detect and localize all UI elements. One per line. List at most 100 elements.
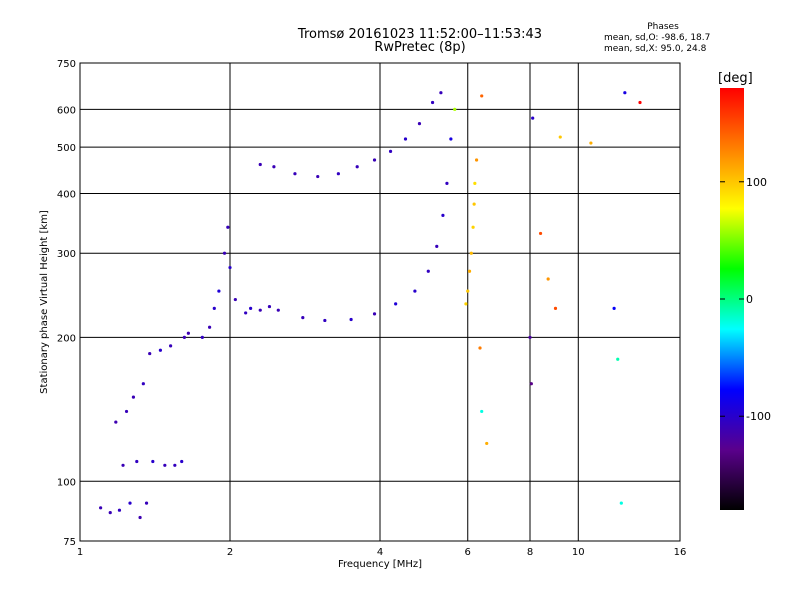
x-tick-label: 4 <box>377 547 383 558</box>
data-point <box>372 312 377 316</box>
data-point <box>394 302 398 306</box>
colorbar-tick-label: 0 <box>746 293 753 306</box>
data-point <box>471 225 475 229</box>
data-point <box>480 94 484 98</box>
data-point <box>158 348 163 352</box>
data-point <box>276 308 280 312</box>
axis-ticks: 1 2 4 6 8 10 16 75 100 200 300 400 500 600 750 <box>57 59 686 558</box>
data-point <box>228 265 232 270</box>
data-point <box>413 289 417 293</box>
data-point <box>529 382 533 386</box>
data-point <box>464 302 468 306</box>
data-point <box>272 165 276 169</box>
data-point <box>349 317 353 322</box>
data-point <box>469 251 473 255</box>
data-point <box>388 149 393 153</box>
x-tick-label: 10 <box>572 547 585 558</box>
data-point <box>173 463 177 467</box>
data-point <box>528 335 532 339</box>
data-point <box>186 331 190 335</box>
y-tick-label: 100 <box>57 477 76 488</box>
data-point <box>546 277 550 281</box>
y-tick-label: 300 <box>57 249 76 260</box>
y-tick-label: 500 <box>57 143 76 154</box>
data-point <box>485 441 489 446</box>
data-point <box>472 202 476 206</box>
data-point <box>430 100 435 105</box>
data-point <box>538 231 543 236</box>
data-point <box>623 91 627 95</box>
data-point <box>258 308 262 312</box>
data-point <box>417 122 422 126</box>
data-point <box>207 325 212 329</box>
x-tick-label: 2 <box>227 547 233 558</box>
data-point <box>293 172 297 176</box>
data-point <box>148 351 152 356</box>
data-point <box>612 306 616 310</box>
phase-legend-title: Phases <box>647 22 679 32</box>
x-axis-label: Frequency [MHz] <box>338 559 422 570</box>
data-points <box>99 91 642 520</box>
colorbar-ticks: 100 0 -100 <box>720 176 771 423</box>
colorbar-tick-label: -100 <box>746 410 771 423</box>
data-point <box>141 382 145 386</box>
data-point <box>480 409 484 414</box>
data-point <box>222 251 227 255</box>
y-axis-label: Stationary phase Virtual Height [km] <box>39 210 50 394</box>
data-point <box>473 181 477 185</box>
data-point <box>249 306 253 310</box>
data-point <box>467 269 472 273</box>
data-point <box>553 306 558 310</box>
y-tick-label: 600 <box>57 105 76 116</box>
data-point <box>441 213 445 217</box>
data-point <box>478 346 482 350</box>
data-point <box>619 501 623 505</box>
data-point <box>151 459 155 464</box>
data-point <box>453 107 457 111</box>
data-point <box>131 395 136 399</box>
y-tick-label: 200 <box>57 333 76 344</box>
y-tick-label: 750 <box>57 59 76 70</box>
data-point <box>267 304 272 309</box>
data-point <box>244 311 248 315</box>
data-point <box>180 459 184 464</box>
x-tick-label: 6 <box>465 547 471 558</box>
x-tick-label: 1 <box>77 547 83 558</box>
data-point <box>445 181 449 185</box>
grid-lines <box>80 63 680 541</box>
data-point <box>117 508 122 512</box>
data-point <box>466 289 470 293</box>
data-point <box>323 318 327 323</box>
data-point <box>638 100 642 105</box>
data-point <box>182 335 186 339</box>
data-point <box>144 501 149 505</box>
data-point <box>336 172 340 176</box>
data-point <box>435 244 439 249</box>
data-point <box>355 165 359 169</box>
data-point <box>169 344 173 348</box>
data-point <box>200 335 204 339</box>
data-point <box>426 269 430 273</box>
data-point <box>372 158 377 162</box>
data-point <box>531 116 535 120</box>
y-tick-label: 75 <box>63 537 76 548</box>
data-point <box>258 162 262 167</box>
data-point <box>301 316 305 320</box>
phase-o-stats: mean, sd,O: -98.6, 18.7 <box>604 33 711 43</box>
x-tick-label: 16 <box>674 547 687 558</box>
data-point <box>108 510 112 515</box>
data-point <box>114 420 118 424</box>
data-point <box>212 306 216 310</box>
x-tick-label: 8 <box>527 547 533 558</box>
y-tick-label: 400 <box>57 189 76 200</box>
data-point <box>124 409 129 414</box>
data-point <box>233 297 237 302</box>
data-point <box>138 515 142 520</box>
phase-x-stats: mean, sd,X: 95.0, 24.8 <box>604 44 707 54</box>
data-point <box>226 225 230 229</box>
data-point <box>121 463 125 467</box>
data-point <box>316 174 320 179</box>
chart-title: Tromsø 20161023 11:52:00–11:53:43 <box>297 27 543 42</box>
data-point <box>589 141 593 145</box>
